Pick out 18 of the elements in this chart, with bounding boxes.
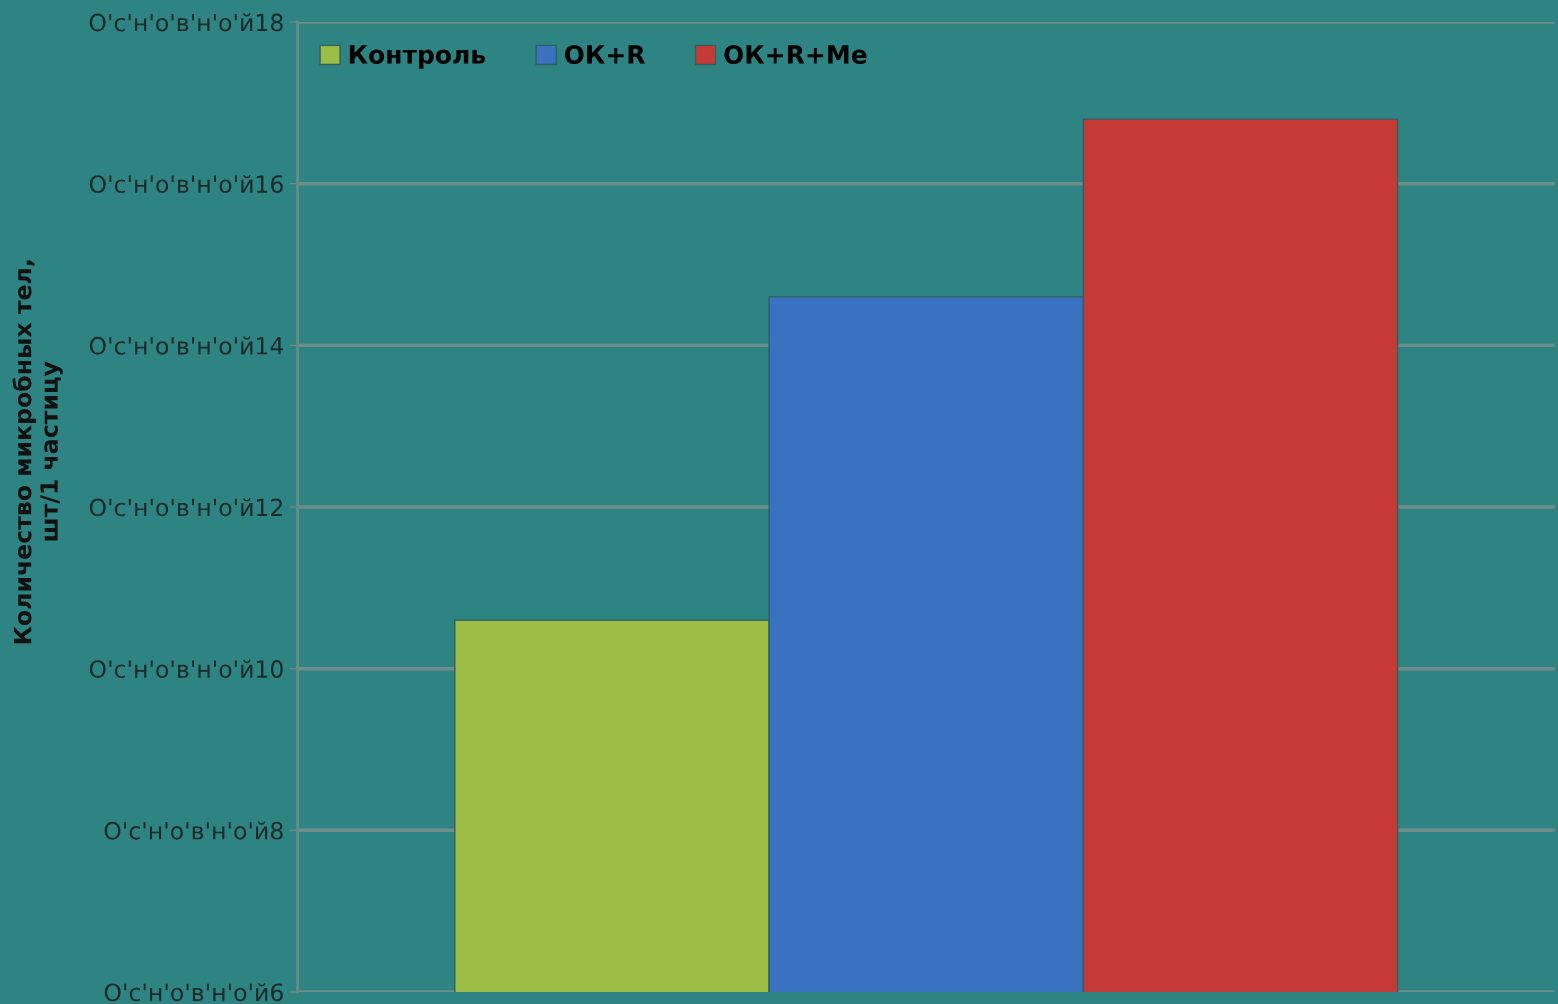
text: O'c'н'o'в'н'o'й xyxy=(104,821,268,840)
y-tick-label: 6 xyxy=(271,983,283,1002)
text: O'c'н'o'в'н'o'й xyxy=(89,174,253,194)
y-tick-label: 8 xyxy=(270,821,283,840)
legend-label: ОК+R xyxy=(564,45,646,64)
y-tick-label: 14 xyxy=(256,337,284,355)
legend-label: Контроль xyxy=(349,45,486,69)
legend-label: ОК+R+Me xyxy=(724,45,867,64)
y-tick-label: 16 xyxy=(256,175,283,194)
text: O'c'н'o'в'н'o'й xyxy=(89,336,253,355)
y-tick-label: 12 xyxy=(256,498,283,516)
text: O'c'н'o'в'н'o'й xyxy=(89,13,253,32)
y-tick-label: 10 xyxy=(256,660,283,678)
text: O'c'н'o'в'н'o'й xyxy=(104,983,268,1002)
y-tick-label: 18 xyxy=(256,13,283,32)
text: O'c'н'o'в'н'o'й xyxy=(89,659,253,679)
text: O'c'н'o'в'н'o'й xyxy=(89,498,253,517)
text: Количество микробных тел, шт/1 частицу xyxy=(12,260,63,644)
